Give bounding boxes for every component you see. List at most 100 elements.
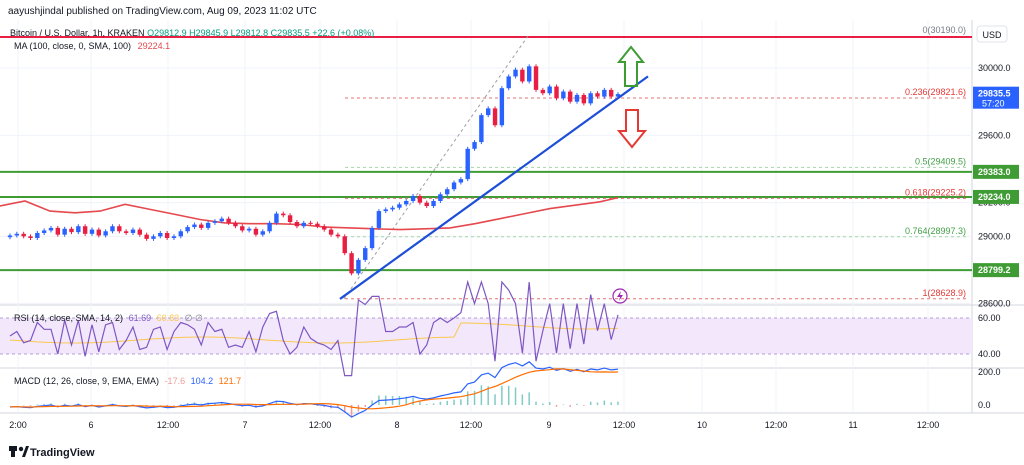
candle-body[interactable] <box>356 259 361 274</box>
lightning-icon[interactable] <box>612 288 628 304</box>
candle-body[interactable] <box>513 69 518 77</box>
candle-body[interactable] <box>540 89 546 94</box>
candle-body[interactable] <box>185 227 190 232</box>
candle-body[interactable] <box>69 228 74 233</box>
candle-body[interactable] <box>376 211 382 228</box>
candle-body[interactable] <box>240 226 245 231</box>
candle-body[interactable] <box>171 236 177 239</box>
candle-body[interactable] <box>472 142 477 149</box>
candle-body[interactable] <box>608 89 614 97</box>
candle-body[interactable] <box>96 229 102 236</box>
ma-legend[interactable]: MA (100, close, 0, SMA, 100) 29224.1 <box>14 41 170 51</box>
candle-body[interactable] <box>486 108 491 116</box>
currency-button[interactable]: USD <box>982 30 1002 40</box>
candle-body[interactable] <box>322 226 327 230</box>
candle-body[interactable] <box>369 227 375 249</box>
candle-body[interactable] <box>178 231 183 237</box>
candle-body[interactable] <box>492 108 498 126</box>
candle-body[interactable] <box>260 231 265 235</box>
trend-line[interactable] <box>339 75 649 300</box>
candle-body[interactable] <box>267 222 272 232</box>
candle-body[interactable] <box>137 229 142 235</box>
candle-body[interactable] <box>397 204 402 208</box>
candle-body[interactable] <box>301 222 306 227</box>
candle-body[interactable] <box>390 207 395 210</box>
candle-body[interactable] <box>533 66 539 90</box>
candle-body[interactable] <box>424 202 429 207</box>
candle-body[interactable] <box>62 228 67 235</box>
candle-body[interactable] <box>226 218 231 223</box>
candle-body[interactable] <box>438 194 443 201</box>
fib-label-0: 0(30190.0) <box>922 25 966 35</box>
candle-body[interactable] <box>315 223 320 227</box>
candle-body[interactable] <box>410 195 416 201</box>
candle-body[interactable] <box>103 231 108 236</box>
candle-body[interactable] <box>526 66 532 82</box>
candle-body[interactable] <box>253 228 259 235</box>
candle-body[interactable] <box>417 195 423 203</box>
candle-body[interactable] <box>554 86 559 99</box>
candle-body[interactable] <box>445 189 450 195</box>
candle-body[interactable] <box>48 227 54 231</box>
candle-body[interactable] <box>233 222 238 227</box>
candle-body[interactable] <box>144 234 149 239</box>
candle-body[interactable] <box>41 230 47 233</box>
candle-body[interactable] <box>615 94 621 97</box>
candle-body[interactable] <box>561 91 566 99</box>
candle-body[interactable] <box>363 248 368 260</box>
candle-body[interactable] <box>55 227 61 235</box>
candle-body[interactable] <box>595 93 600 97</box>
candle-body[interactable] <box>287 215 293 223</box>
candle-body[interactable] <box>567 91 573 102</box>
candle-body[interactable] <box>383 209 388 212</box>
candle-body[interactable] <box>76 226 81 233</box>
candle-body[interactable] <box>335 234 341 237</box>
candle-body[interactable] <box>520 69 525 82</box>
currency-button-bg[interactable] <box>976 25 1008 43</box>
candle-body[interactable] <box>547 86 552 94</box>
candle-body[interactable] <box>82 226 88 234</box>
candle-body[interactable] <box>14 233 20 236</box>
candle-body[interactable] <box>342 236 347 254</box>
candle-body[interactable] <box>110 226 115 232</box>
candle-body[interactable] <box>158 232 163 237</box>
candle-body[interactable] <box>21 233 26 237</box>
candle-body[interactable] <box>130 229 136 233</box>
candle-body[interactable] <box>123 231 129 233</box>
candle-body[interactable] <box>308 222 313 224</box>
candle-body[interactable] <box>588 93 593 104</box>
candle-body[interactable] <box>294 222 300 227</box>
rsi-legend[interactable]: RSI (14, close, SMA, 14, 2) 61.69 60.83 … <box>14 313 203 324</box>
candle-body[interactable] <box>7 235 13 238</box>
candle-body[interactable] <box>404 200 409 205</box>
symbol-line[interactable]: Bitcoin / U.S. Dollar, 1h, KRAKEN <box>10 28 145 38</box>
candle-body[interactable] <box>431 200 436 207</box>
candle-body[interactable] <box>349 253 354 274</box>
candle-body[interactable] <box>574 94 580 102</box>
candle-body[interactable] <box>465 148 470 180</box>
time-tick-11: 11 <box>848 420 857 430</box>
candle-body[interactable] <box>246 228 252 231</box>
candle-body[interactable] <box>458 179 464 183</box>
candle-body[interactable] <box>164 232 170 239</box>
candle-body[interactable] <box>28 236 33 239</box>
candle-body[interactable] <box>219 218 224 222</box>
candle-body[interactable] <box>274 213 279 223</box>
candle-body[interactable] <box>581 94 587 104</box>
candle-body[interactable] <box>281 213 286 216</box>
candle-body[interactable] <box>192 224 197 228</box>
candle-body[interactable] <box>506 76 511 89</box>
candle-body[interactable] <box>89 229 95 234</box>
macd-legend[interactable]: MACD (12, 26, close, 9, EMA, EMA) -17.6 … <box>14 376 241 386</box>
candle-body[interactable] <box>205 222 211 228</box>
candle-body[interactable] <box>479 115 484 143</box>
candle-body[interactable] <box>35 232 40 239</box>
candle-body[interactable] <box>151 236 156 239</box>
candle-body[interactable] <box>328 229 334 235</box>
candle-body[interactable] <box>212 221 218 223</box>
candle-body[interactable] <box>199 224 204 228</box>
candle-body[interactable] <box>602 89 607 97</box>
candle-body[interactable] <box>499 88 505 126</box>
candle-body[interactable] <box>117 226 122 232</box>
candle-body[interactable] <box>451 182 457 190</box>
